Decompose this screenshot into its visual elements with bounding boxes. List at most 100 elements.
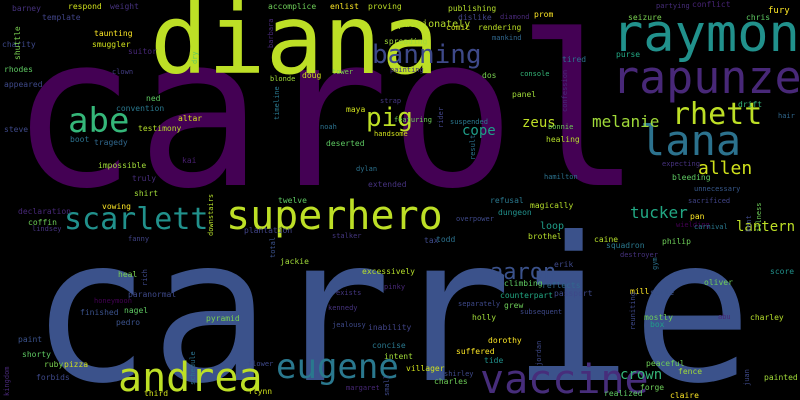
word-jackie: jackie bbox=[280, 257, 309, 266]
word-diana: diana bbox=[150, 0, 439, 96]
word-shirt: shirt bbox=[134, 189, 159, 198]
word-carrie: carrie bbox=[30, 195, 753, 400]
word-plantation: plantation bbox=[244, 226, 293, 235]
word-total: total bbox=[269, 236, 277, 258]
word-tired: tired bbox=[562, 55, 587, 64]
word-smuggler: smuggler bbox=[92, 40, 131, 49]
word-fury: fury bbox=[768, 6, 790, 16]
word-banning: banning bbox=[372, 40, 482, 70]
word-proving: proving bbox=[368, 2, 402, 11]
word-squadron: squadron bbox=[606, 241, 645, 250]
word-wielding: wielding bbox=[676, 221, 710, 229]
word-charles: charles bbox=[434, 377, 468, 386]
word-margaret: margaret bbox=[346, 384, 380, 392]
word-flynn: flynn bbox=[248, 387, 273, 396]
word-spreading: spreading bbox=[384, 37, 428, 46]
word-altar: altar bbox=[178, 114, 203, 123]
word-convention: convention bbox=[116, 104, 165, 113]
word-result: result bbox=[469, 134, 477, 160]
word-timeline: timeline bbox=[273, 86, 281, 120]
word-score: score bbox=[770, 267, 795, 276]
word-appeared: appeared bbox=[4, 80, 43, 89]
word-strap: strap bbox=[380, 97, 402, 105]
word-lindsey: lindsey bbox=[32, 225, 62, 233]
word-realized: realized bbox=[604, 389, 643, 398]
word-dylan: dylan bbox=[356, 165, 378, 173]
word-kai: kai bbox=[182, 156, 197, 165]
word-box: box bbox=[650, 320, 665, 329]
word-rich: rich bbox=[141, 269, 149, 286]
word-jealousy: jealousy bbox=[332, 321, 366, 329]
word-doug: doug bbox=[302, 71, 322, 80]
word-fence: fence bbox=[678, 367, 703, 376]
word-exists: exists bbox=[336, 289, 362, 297]
word-superhero: superhero bbox=[226, 193, 443, 239]
word-intent: intent bbox=[384, 352, 413, 361]
word-tragedy: tragedy bbox=[94, 138, 128, 147]
word-coffin: coffin bbox=[28, 218, 57, 227]
word-kingdom: kingdom bbox=[3, 366, 11, 396]
word-loop: loop bbox=[540, 221, 565, 232]
word-small: small bbox=[383, 374, 391, 396]
word-pinky: pinky bbox=[384, 283, 406, 291]
word-inability: inability bbox=[368, 323, 412, 332]
word-conflict: conflict bbox=[692, 0, 731, 9]
word-hair: hair bbox=[778, 112, 795, 120]
word-prom: prom bbox=[534, 10, 554, 19]
word-comic: comic bbox=[446, 23, 471, 32]
word-erik: erik bbox=[554, 260, 574, 269]
word-kent: kent bbox=[745, 215, 753, 232]
word-grew: grew bbox=[504, 301, 524, 310]
word-excessively: excessively bbox=[362, 267, 415, 276]
word-melanie: melanie bbox=[592, 112, 660, 131]
word-jordan: jordan bbox=[535, 340, 543, 366]
word-abe: abe bbox=[68, 101, 130, 141]
word-ned: ned bbox=[146, 94, 161, 103]
word-panel: panel bbox=[512, 90, 537, 99]
word-downstairs: downstairs bbox=[207, 193, 215, 236]
word-maya: maya bbox=[346, 105, 366, 114]
word-charley: charley bbox=[750, 313, 784, 322]
word-impossible: impossible bbox=[98, 161, 147, 170]
word-refusal: refusal bbox=[490, 196, 524, 205]
word-third: third bbox=[144, 389, 169, 398]
word-dungeon: dungeon bbox=[498, 208, 532, 217]
word-caine: caine bbox=[594, 235, 619, 244]
word-todd: todd bbox=[436, 235, 456, 244]
word-mostly: mostly bbox=[644, 313, 673, 322]
word-handsome: handsome bbox=[374, 130, 408, 138]
word-hamilton: hamilton bbox=[544, 173, 578, 181]
word-boot: boot bbox=[70, 135, 90, 144]
word-allen: allen bbox=[698, 158, 753, 179]
word-painting: painting bbox=[390, 66, 424, 74]
word-dry: dry bbox=[191, 51, 199, 64]
word-shuttle: shuttle bbox=[13, 26, 22, 60]
word-expecting: expecting bbox=[662, 160, 700, 168]
word-villager: villager bbox=[406, 364, 445, 373]
word-brothel: brothel bbox=[528, 232, 562, 241]
word-mankind: mankind bbox=[492, 34, 522, 42]
word-purse: purse bbox=[616, 50, 641, 59]
word-diamond: diamond bbox=[500, 13, 530, 21]
word-blonde: blonde bbox=[270, 75, 296, 83]
word-shorty: shorty bbox=[22, 350, 51, 359]
word-holly: holly bbox=[472, 313, 497, 322]
word-passionately: passionately bbox=[398, 19, 471, 30]
word-suspended: suspended bbox=[450, 118, 488, 126]
word-steve: steve bbox=[4, 125, 29, 134]
word-unnecessary: unnecessary bbox=[694, 185, 741, 193]
word-honeymoon: honeymoon bbox=[94, 297, 132, 305]
word-schedule: schedule bbox=[189, 351, 197, 385]
word-lana: lana bbox=[640, 116, 742, 165]
word-barney: barney bbox=[12, 4, 41, 13]
word-truly: truly bbox=[132, 174, 157, 183]
word-taunting: taunting bbox=[94, 29, 133, 38]
word-vowing: vowing bbox=[102, 202, 131, 211]
word-deserted: deserted bbox=[326, 139, 365, 148]
word-confession: confession bbox=[561, 69, 569, 112]
word-kennedy: kennedy bbox=[328, 304, 358, 312]
word-raymond: raymond bbox=[612, 4, 800, 64]
word-bonnie: bonnie bbox=[548, 123, 574, 131]
word-pyramid: pyramid bbox=[206, 314, 240, 323]
